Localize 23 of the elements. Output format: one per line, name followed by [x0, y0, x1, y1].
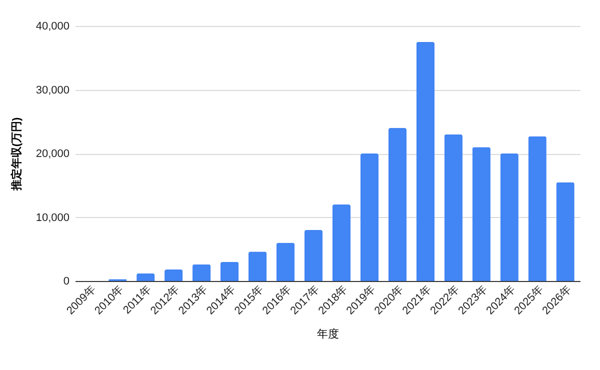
- bar: [500, 154, 518, 281]
- bar: [416, 42, 435, 281]
- bar: [304, 230, 323, 281]
- bar: [276, 242, 295, 281]
- bar: [556, 182, 574, 281]
- y-tick-label: 30,000: [36, 84, 70, 96]
- y-tick-label: 40,000: [36, 20, 70, 32]
- bar: [388, 128, 407, 281]
- bar: [360, 154, 379, 281]
- x-axis-title: 年度: [317, 327, 339, 340]
- y-axis-title: 推定年収(万円): [10, 117, 23, 192]
- bar: [248, 252, 267, 281]
- y-tick-label: 20,000: [36, 148, 70, 160]
- bar: [472, 147, 490, 281]
- y-tick-label: 10,000: [36, 212, 70, 224]
- bar: [444, 134, 462, 281]
- bar: [192, 264, 211, 281]
- bar: [136, 273, 155, 281]
- bar: [528, 136, 546, 281]
- y-tick-label: 0: [63, 276, 70, 288]
- bar: [164, 270, 183, 281]
- bar: [332, 204, 351, 281]
- bar: [220, 262, 239, 281]
